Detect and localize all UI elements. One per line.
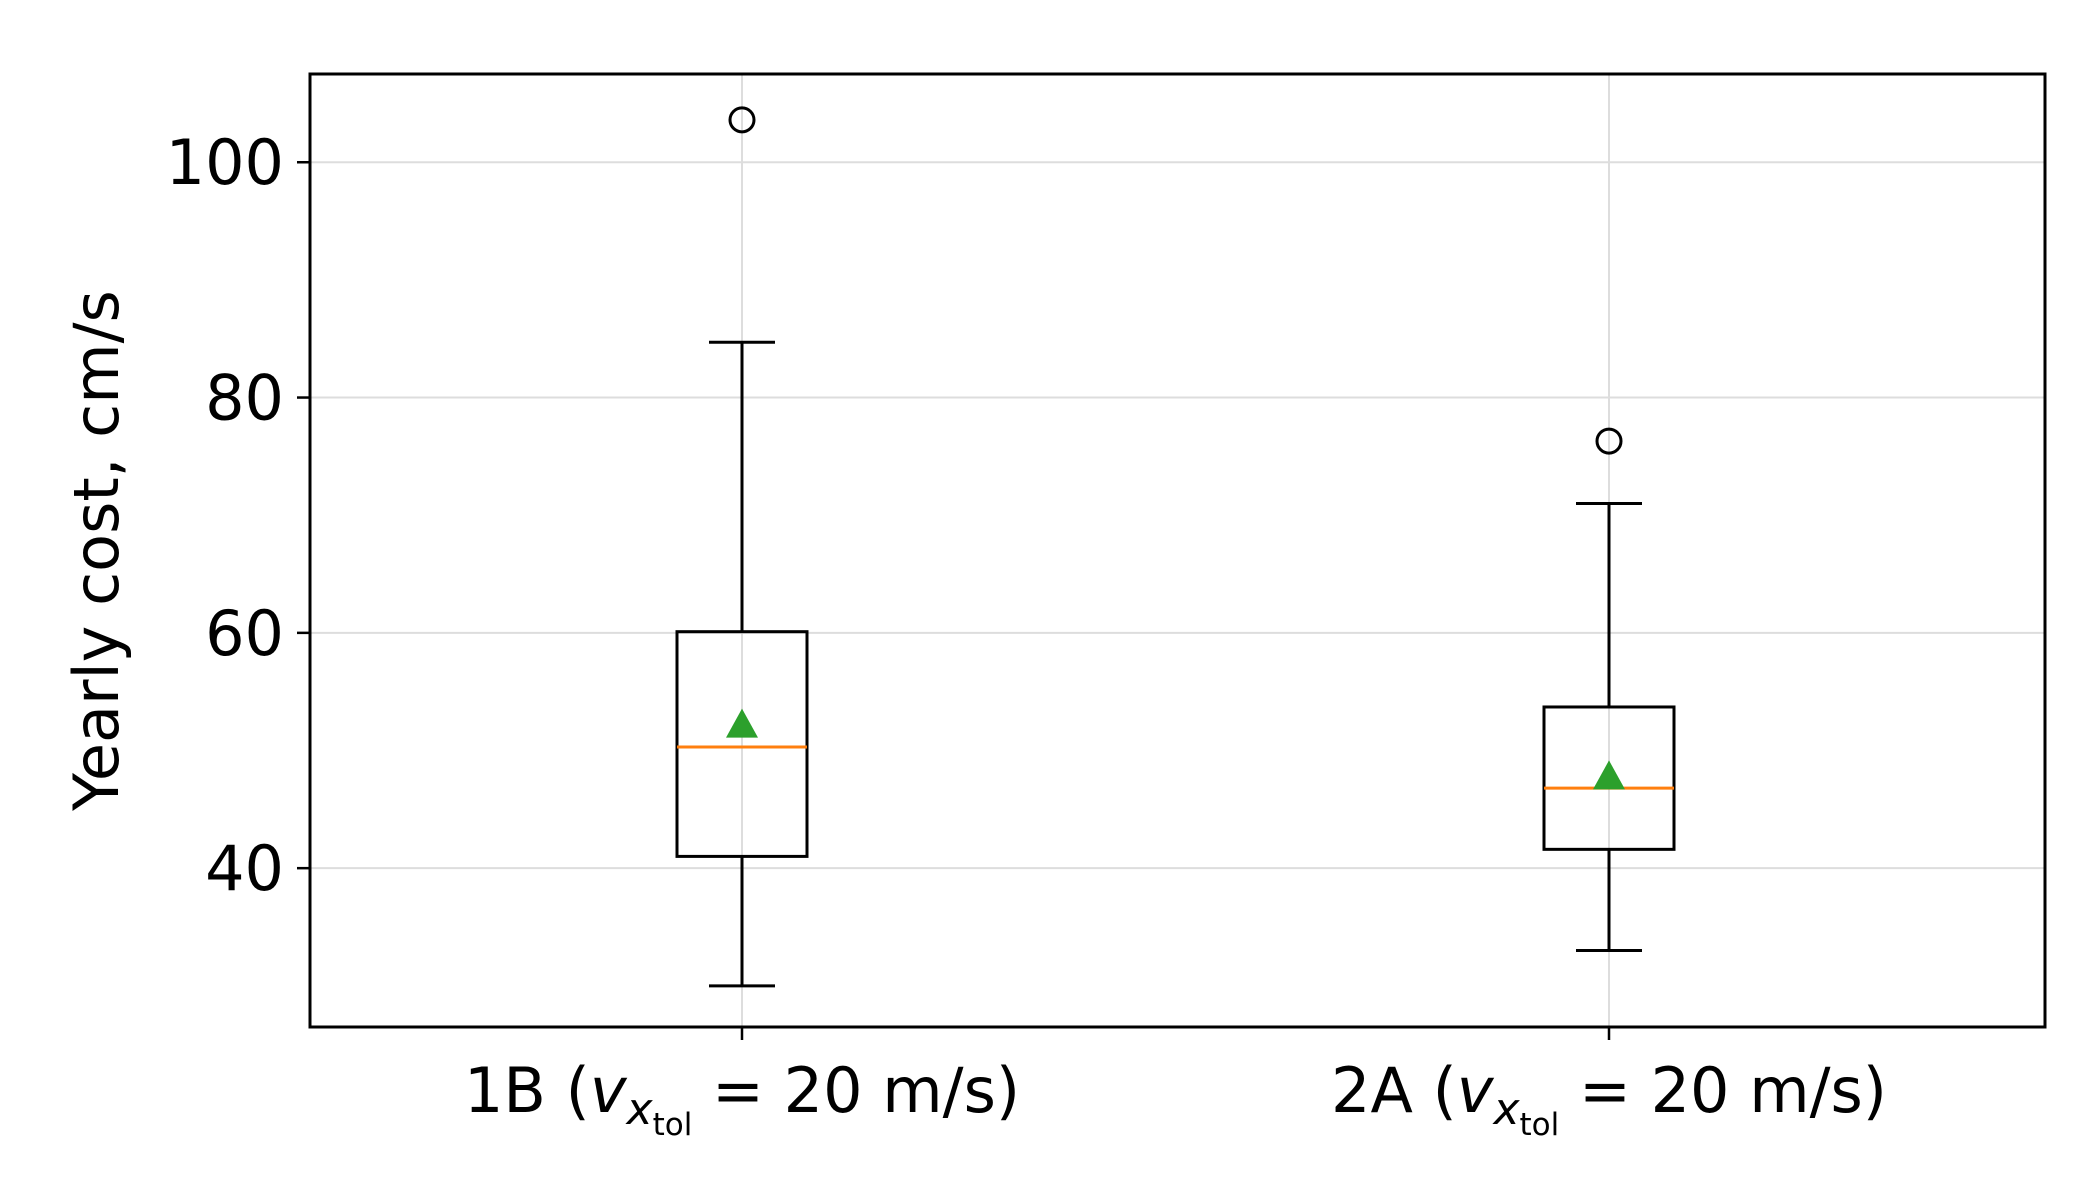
mean-marker (726, 708, 758, 738)
box-series (675, 106, 1676, 988)
y-axis-label: Yearly cost, cm/s (60, 290, 133, 812)
box-1B (675, 106, 809, 988)
outlier-point (728, 106, 756, 134)
y-tick-label: 40 (205, 832, 284, 905)
mean-marker (1593, 760, 1625, 790)
outlier-point (1595, 427, 1623, 455)
y-tick-label: 100 (166, 126, 284, 199)
plot-frame (308, 72, 2047, 1029)
y-tick-label: 80 (205, 362, 284, 435)
box-2A (1542, 427, 1676, 953)
x-tick-label: 1B (vxtol = 20 m/s) (464, 1054, 1020, 1143)
x-axis: 1B (vxtol = 20 m/s) 2A (vxtol = 20 m/s) (464, 1027, 1887, 1143)
y-axis: 40 60 80 100 (166, 126, 310, 905)
y-tick-label: 60 (205, 597, 284, 670)
gridlines (310, 74, 2045, 1027)
iqr-box (675, 630, 809, 858)
x-tick-label: 2A (vxtol = 20 m/s) (1331, 1054, 1887, 1143)
iqr-box (1542, 705, 1676, 851)
